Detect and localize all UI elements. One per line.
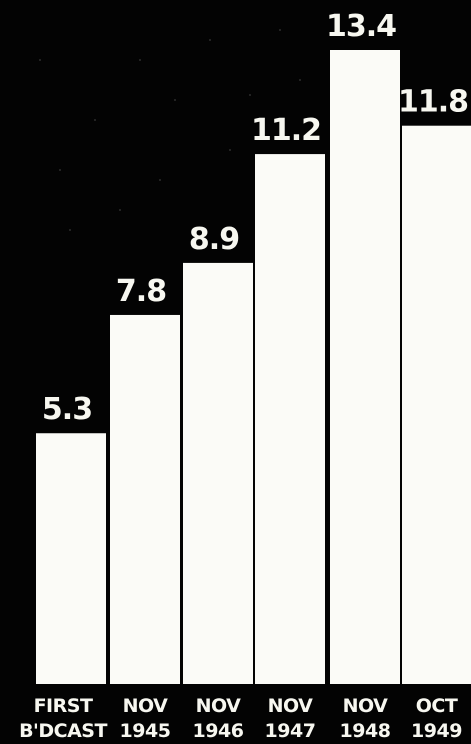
tick-label-line1-1: NOV [123,695,169,717]
background-specks [39,29,301,231]
background-speck [174,99,176,101]
bar-5 [402,125,471,685]
background-speck [279,29,281,31]
background-speck [119,209,121,211]
bar-4 [330,50,400,684]
bar-3 [255,154,325,685]
tick-label-line1-0: FIRST [34,695,93,717]
tick-label-line1-4: NOV [343,695,389,717]
background-speck [159,179,161,181]
data-label-0: 5.3 [42,392,92,427]
tick-label-line2-5: 1949 [411,720,462,742]
background-speck [139,59,141,61]
category-labels-group: FIRST B'DCAST NOV 1945 NOV 1946 NOV 1947 NOV 1948… [19,695,462,742]
bars-group [36,50,471,685]
background-speck [299,79,301,81]
tick-label-line2-4: 1948 [340,720,391,742]
background-speck [229,149,231,151]
data-label-1: 7.8 [116,274,166,309]
background-speck [69,229,71,231]
tick-label-line2-0: B'DCAST [19,720,107,742]
tick-label-line2-2: 1946 [193,720,244,742]
background-speck [94,119,96,121]
tick-label-line1-5: OCT [416,695,458,717]
bar-2 [183,262,253,684]
tick-label-line1-2: NOV [196,695,242,717]
tick-label-line2-3: 1947 [265,720,316,742]
tick-label-line1-3: NOV [268,695,314,717]
tick-label-line2-1: 1945 [120,720,171,742]
background-speck [39,59,41,61]
data-label-2: 8.9 [189,222,239,257]
bar-0 [36,433,106,684]
background-speck [249,94,251,96]
value-labels-group: 5.3 7.8 8.9 11.2 13.4 11.8 [42,9,469,427]
data-label-5: 11.8 [398,85,468,120]
data-label-3: 11.2 [251,113,321,148]
background-speck [59,169,61,171]
background-speck [209,39,211,41]
bar-1 [110,314,180,684]
data-label-4: 13.4 [326,9,396,44]
